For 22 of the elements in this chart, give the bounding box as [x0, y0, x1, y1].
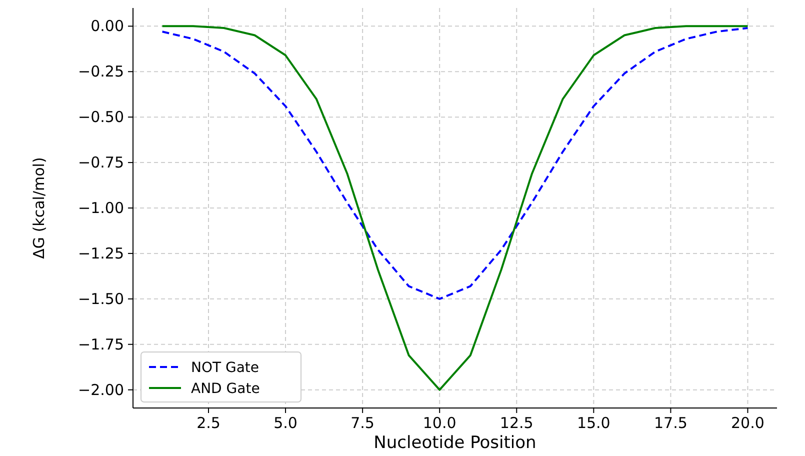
- legend-label: AND Gate: [191, 381, 260, 397]
- y-axis-title: ΔG (kcal/mol): [30, 157, 48, 259]
- x-tick-label: 20.0: [731, 414, 764, 432]
- y-tick-label: −1.50: [78, 290, 124, 308]
- y-tick-label: −0.50: [78, 108, 124, 126]
- x-tick-label: 17.5: [654, 414, 688, 432]
- x-tick-label: 7.5: [350, 414, 374, 432]
- x-axis-title: Nucleotide Position: [374, 433, 536, 453]
- y-tick-label: −0.75: [78, 154, 124, 172]
- legend-label: NOT Gate: [191, 360, 260, 376]
- y-tick-label: −0.25: [78, 62, 124, 81]
- y-tick-label: −1.00: [78, 199, 124, 217]
- x-tick-label: 2.5: [196, 414, 220, 432]
- x-tick-label: 5.0: [274, 414, 298, 432]
- y-tick-label: −1.75: [78, 335, 124, 354]
- line-series: [161, 27, 749, 300]
- x-tick-label: 10.0: [422, 414, 456, 432]
- y-tick-label: −1.25: [78, 244, 124, 262]
- y-tick-label: 0.00: [90, 17, 124, 36]
- x-tick-label: 15.0: [576, 414, 610, 432]
- y-tick-label: −2.00: [78, 380, 124, 399]
- x-tick-label: 12.5: [500, 414, 534, 432]
